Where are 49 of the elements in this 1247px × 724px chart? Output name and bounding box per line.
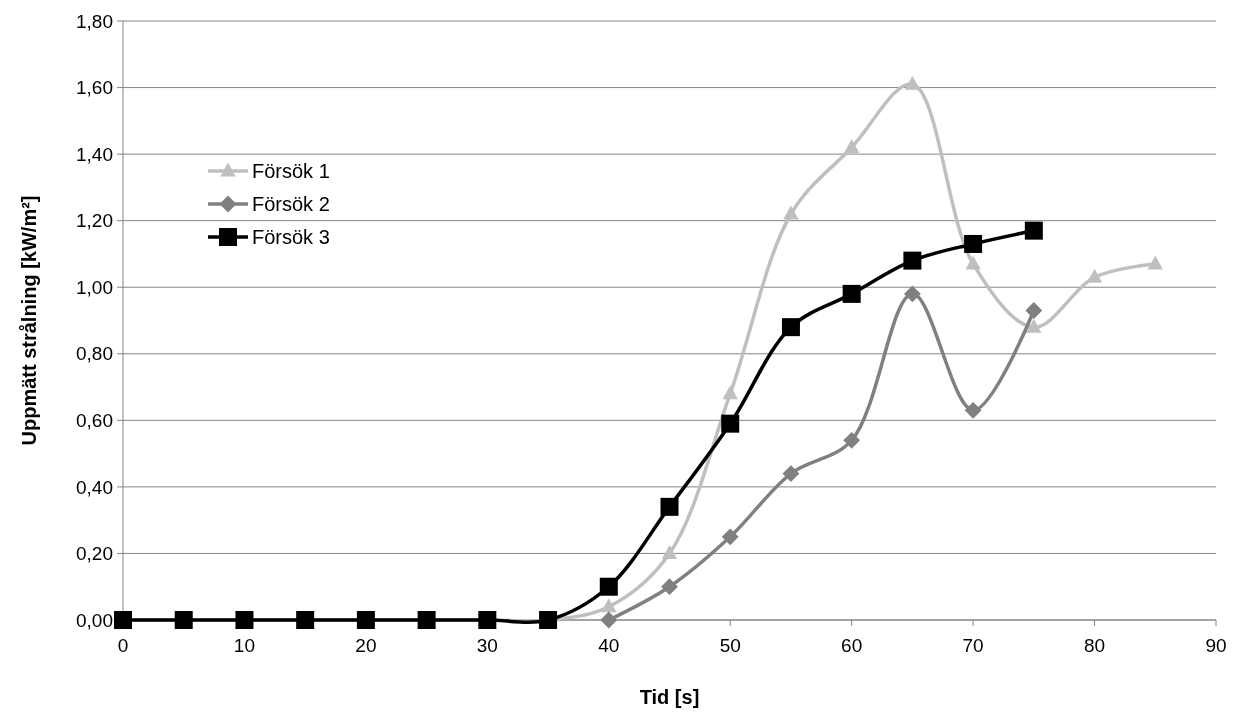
x-tick-label: 70: [962, 635, 984, 656]
legend-label: Försök 2: [252, 193, 330, 215]
point: [964, 401, 982, 419]
point: [782, 465, 800, 482]
x-tick-label: 10: [233, 635, 256, 656]
y-tick-label: 0,20: [76, 543, 113, 565]
x-axis-title: Tid [s]: [639, 686, 700, 708]
point: [599, 577, 618, 596]
point: [965, 255, 981, 270]
y-tick-label: 0,00: [76, 609, 113, 631]
y-tick-label: 1,60: [76, 77, 113, 99]
point: [781, 318, 800, 337]
y-tick-label: 1,20: [76, 210, 113, 232]
y-tick-label: 0,40: [76, 476, 113, 498]
point: [1026, 318, 1042, 333]
point: [722, 385, 738, 400]
point: [660, 497, 679, 516]
x-tick-label: 0: [117, 635, 129, 656]
point: [1025, 302, 1043, 319]
point: [964, 234, 983, 253]
x-tick-label: 40: [598, 635, 620, 656]
y-axis-title: Uppmätt strålning [kW/m²]: [18, 195, 40, 446]
legend-label: Försök 1: [252, 160, 330, 182]
point: [600, 611, 618, 629]
x-tick-label: 60: [841, 635, 863, 656]
point: [661, 578, 678, 596]
x-tick-label: 90: [1205, 635, 1227, 656]
point: [783, 205, 799, 220]
x-tick-label: 50: [719, 635, 741, 656]
y-tick-label: 0,80: [76, 343, 113, 365]
y-tick-label: 1,00: [76, 276, 113, 298]
point: [661, 545, 678, 560]
y-tick-label: 0,60: [76, 409, 113, 431]
point: [843, 139, 860, 154]
point: [842, 284, 861, 303]
y-tick-label: 1,40: [76, 143, 113, 165]
point: [1147, 255, 1163, 270]
point: [721, 414, 740, 433]
point: [601, 598, 617, 613]
point: [843, 431, 861, 449]
point: [721, 528, 739, 546]
legend-label: Försök 3: [252, 226, 330, 248]
point: [1024, 221, 1043, 240]
x-tick-label: 20: [355, 635, 377, 656]
point: [903, 285, 921, 303]
x-tick-label: 80: [1083, 635, 1106, 656]
x-tick-label: 30: [476, 635, 498, 656]
point: [903, 251, 922, 270]
y-tick-label: 1,80: [76, 10, 113, 32]
